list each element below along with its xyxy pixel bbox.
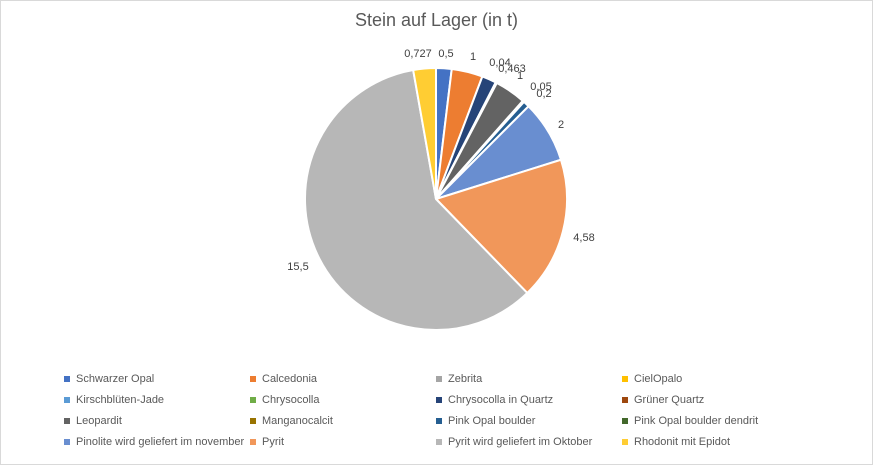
legend-item: Zebrita <box>436 368 622 389</box>
legend-label: Rhodonit mit Epidot <box>634 435 730 448</box>
legend-swatch <box>436 438 442 445</box>
legend-label: Chrysocolla <box>262 393 320 406</box>
legend-swatch <box>250 375 256 382</box>
legend-label: Pyrit <box>262 435 284 448</box>
legend-item: Chrysocolla in Quartz <box>436 389 622 410</box>
data-label-8: 1 <box>517 70 523 82</box>
legend-swatch <box>622 417 628 424</box>
data-label-10: 0,2 <box>536 88 551 100</box>
data-label-7: 0,04 <box>489 57 510 69</box>
legend-item: Rhodonit mit Epidot <box>622 431 808 452</box>
legend-label: Pinolite wird geliefert im november <box>76 435 245 448</box>
legend-item: Pinolite wird geliefert im november <box>64 431 250 452</box>
legend-label: Grüner Quartz <box>634 393 705 406</box>
legend-item: Pink Opal boulder <box>436 410 622 431</box>
legend-label: Pink Opal boulder <box>448 414 536 427</box>
legend-swatch <box>250 438 256 445</box>
data-label-12: 2 <box>558 119 564 131</box>
data-label-15: 0,727 <box>404 48 432 60</box>
legend-item: Pink Opal boulder dendrit <box>622 410 808 431</box>
legend-swatch <box>436 417 442 424</box>
legend-item: Grüner Quartz <box>622 389 808 410</box>
legend-swatch <box>64 396 70 403</box>
legend-item: Schwarzer Opal <box>64 368 250 389</box>
legend-label: Leopardit <box>76 414 122 427</box>
legend-swatch <box>622 396 628 403</box>
data-label-1: 1 <box>470 51 476 63</box>
data-label-13: 4,58 <box>573 232 594 244</box>
legend-label: Zebrita <box>448 372 483 385</box>
legend-swatch <box>436 396 442 403</box>
pie-slice-13 <box>434 158 568 295</box>
legend-label: Pink Opal boulder dendrit <box>634 414 759 427</box>
legend: Schwarzer Opal Calcedonia Zebrita CielOpalo… <box>64 368 864 452</box>
legend-item: Kirschblüten-Jade <box>64 389 250 410</box>
legend-item: Manganocalcit <box>250 410 436 431</box>
legend-item: Leopardit <box>64 410 250 431</box>
data-label-14: 15,5 <box>287 261 308 273</box>
legend-item: Chrysocolla <box>250 389 436 410</box>
legend-swatch <box>622 438 628 445</box>
data-label-6: 0,463 <box>498 63 526 75</box>
legend-item: Pyrit wird geliefert im Oktober <box>436 431 622 452</box>
legend-label: Calcedonia <box>262 372 318 385</box>
pie-slice-15 <box>412 66 437 200</box>
legend-swatch <box>250 417 256 424</box>
legend-swatch <box>622 375 628 382</box>
legend-item: Calcedonia <box>250 368 436 389</box>
chart-title: Stein auf Lager (in t) <box>354 10 519 30</box>
legend-label: Schwarzer Opal <box>76 372 155 385</box>
legend-label: CielOpalo <box>634 372 683 385</box>
legend-swatch <box>64 417 70 424</box>
legend-swatch <box>250 396 256 403</box>
legend-swatch <box>436 375 442 382</box>
legend-swatch <box>64 438 70 445</box>
legend-label: Manganocalcit <box>262 414 333 427</box>
legend-item: CielOpalo <box>622 368 808 389</box>
data-label-9: 0,05 <box>530 81 551 93</box>
legend-label: Pyrit wird geliefert im Oktober <box>448 435 593 448</box>
legend-label: Chrysocolla in Quartz <box>448 393 554 406</box>
pie-slice-14 <box>304 68 529 331</box>
data-label-0: 0,5 <box>438 48 453 60</box>
legend-swatch <box>64 375 70 382</box>
legend-label: Kirschblüten-Jade <box>76 393 165 406</box>
legend-item: Pyrit <box>250 431 436 452</box>
